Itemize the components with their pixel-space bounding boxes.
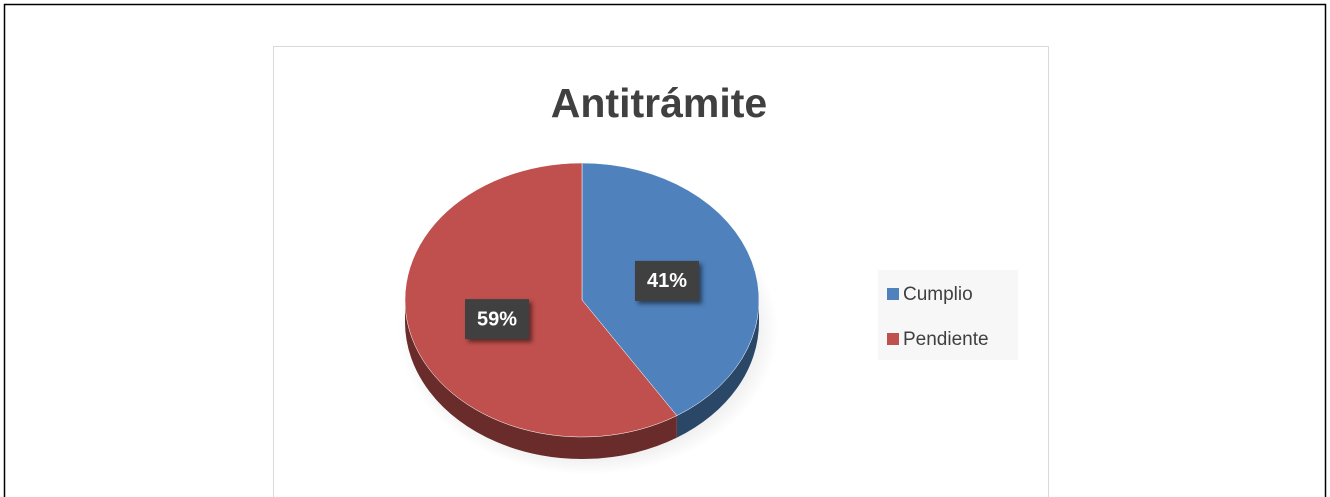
data-label-box [634, 260, 699, 301]
legend-swatch [887, 288, 899, 300]
data-label: 41% [647, 270, 687, 292]
legend-label: Cumplio [903, 284, 973, 305]
slice [404, 162, 678, 438]
data-label-box [465, 299, 530, 340]
legend-label: Pendiente [903, 329, 989, 350]
slice-side [405, 300, 677, 459]
legend-swatch [887, 333, 899, 345]
chart-title: Antitrámite [551, 80, 767, 126]
slice-side [676, 300, 759, 438]
data-label: 59% [477, 308, 517, 330]
legend-box [878, 270, 1018, 360]
